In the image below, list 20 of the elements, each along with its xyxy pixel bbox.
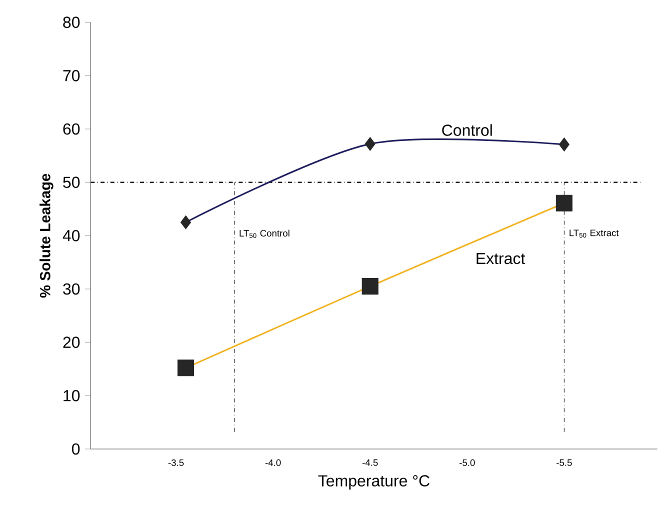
series-label: Extract xyxy=(476,253,526,264)
y-tick-label: 70 xyxy=(63,70,80,82)
y-tick-label: 60 xyxy=(63,123,80,135)
series-label: Control xyxy=(442,124,492,136)
y-axis-title: % Solute Leakage xyxy=(40,174,54,298)
y-tick-label: 80 xyxy=(63,16,80,28)
y-tick-label: 30 xyxy=(63,283,80,295)
x-axis-title: Temperature °C xyxy=(318,475,430,490)
ref-line-label: LT$_{50}$ Extract xyxy=(570,230,619,238)
y-tick-label: 20 xyxy=(63,336,80,348)
y-tick-label: 10 xyxy=(64,390,80,402)
x-tick-label: -4.0 xyxy=(265,459,281,466)
y-tick-label: 40 xyxy=(62,230,80,242)
x-tick-label: -5.0 xyxy=(460,459,475,466)
x-tick-label: -5.5 xyxy=(556,459,572,466)
x-tick-label: -3.5 xyxy=(168,459,184,466)
x-tick-label: -4.5 xyxy=(362,459,378,466)
y-tick-label: 0 xyxy=(72,443,80,455)
ref-line-label: LT$_{50}$ Control xyxy=(240,230,290,238)
y-tick-label: 50 xyxy=(63,176,80,188)
